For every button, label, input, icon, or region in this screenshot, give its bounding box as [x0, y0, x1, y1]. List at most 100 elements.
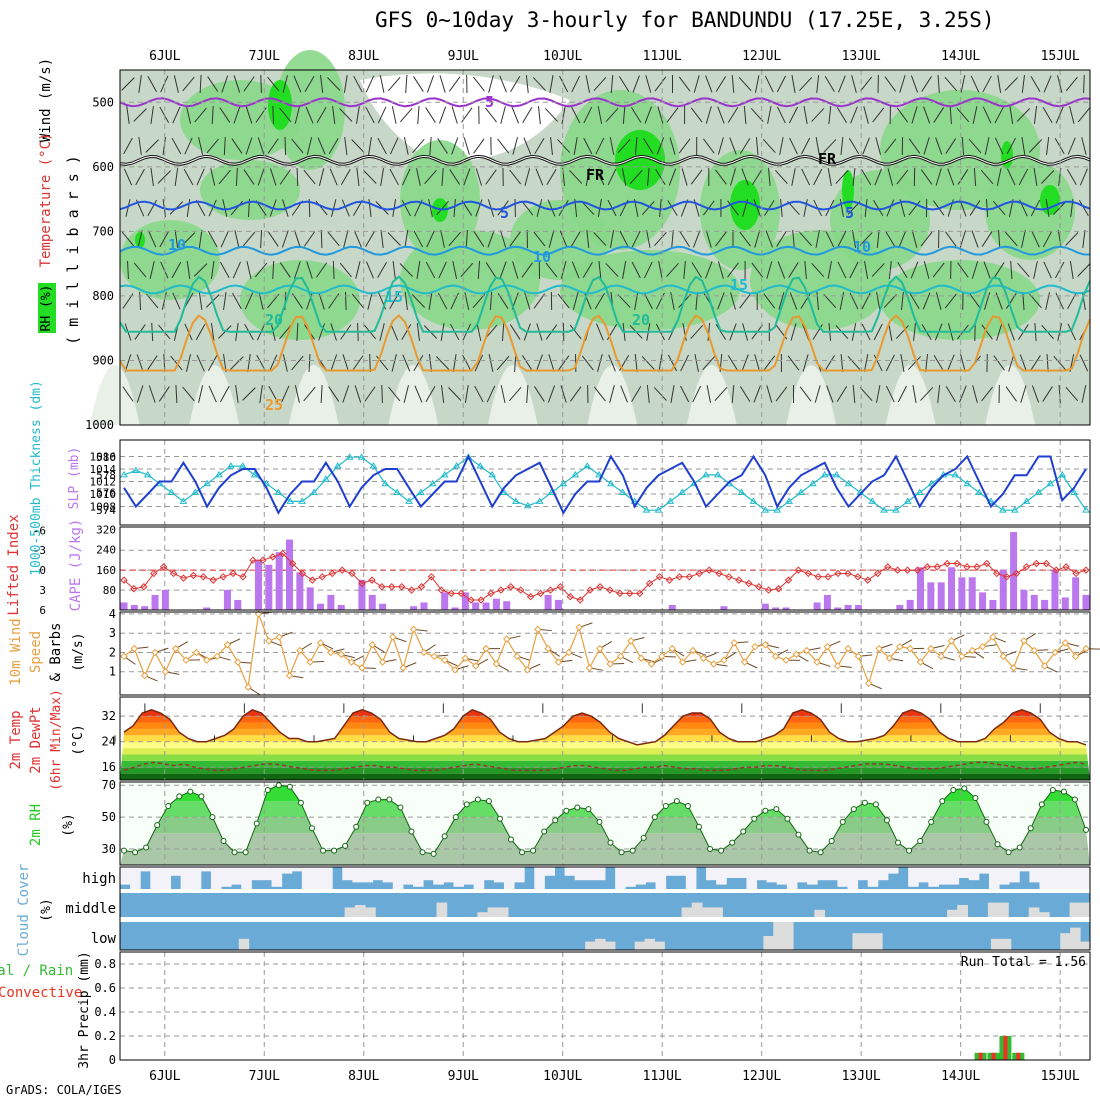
li-point	[1002, 573, 1011, 581]
rh-point	[972, 794, 979, 801]
wind-barb	[873, 200, 884, 216]
wind-barb	[464, 292, 470, 310]
rh-point	[121, 847, 127, 854]
wind-barb	[827, 261, 833, 279]
isotherm-label: FR	[586, 166, 605, 184]
cloud-cell	[736, 867, 747, 878]
wind-barb	[780, 198, 783, 218]
wind-barb	[968, 138, 982, 154]
cloud-cell	[1069, 867, 1081, 889]
cloud-cell	[987, 902, 999, 917]
thickness-point	[1082, 506, 1090, 513]
thickness-point	[903, 497, 912, 504]
wind-barb	[570, 231, 581, 247]
wind-barb	[425, 261, 436, 279]
cloud-cell	[1079, 867, 1091, 889]
precip-tick-label: 0.2	[94, 1029, 116, 1043]
cape-bar	[441, 592, 449, 610]
wind-barb	[1053, 355, 1066, 371]
wind-barb	[840, 353, 844, 373]
wind-barb	[268, 385, 279, 403]
wind-barb	[344, 291, 347, 311]
wind-barb	[813, 168, 823, 186]
wind-barb	[550, 136, 553, 156]
wind-barb	[804, 260, 807, 280]
date-label-top: 11JUL	[643, 49, 682, 64]
wind-speed-point	[430, 652, 439, 661]
wind-barb	[871, 263, 885, 277]
cloud-cell	[281, 867, 293, 874]
precip-conv-bar	[978, 1052, 983, 1060]
wind-barb	[933, 107, 945, 123]
wind-barb	[670, 385, 675, 403]
wind-barb	[695, 291, 698, 311]
wind-speed-point	[471, 662, 480, 670]
wind-barbs	[121, 74, 1091, 404]
li-point	[576, 596, 584, 604]
wind-barb	[305, 106, 314, 124]
cloud-cell	[382, 867, 394, 883]
cloud-axis-label: (%)	[39, 898, 54, 921]
rh-point	[828, 838, 835, 845]
cape-bar	[916, 567, 924, 610]
cape-bar	[896, 604, 904, 610]
li-point	[159, 563, 168, 571]
cloud-cell	[271, 867, 283, 887]
wind-barb	[1065, 76, 1078, 92]
wind-barb	[557, 139, 571, 153]
temp-panel-frame	[119, 696, 1091, 781]
li-point	[259, 556, 267, 564]
rh-point	[331, 847, 338, 854]
wind-speed-point	[451, 666, 459, 674]
wind-speed-point	[854, 652, 863, 661]
wind-speed-point	[192, 648, 201, 657]
wind-barb	[170, 355, 183, 371]
cape-bar	[1082, 594, 1090, 610]
wind-barb	[413, 76, 424, 92]
wind-axis-label: 10m Wind	[8, 618, 24, 685]
wind-barb	[597, 106, 603, 124]
wind-barb	[245, 106, 253, 124]
wind-barb	[294, 385, 300, 403]
wind-speed-point	[823, 642, 832, 651]
cloud-cell	[645, 867, 657, 883]
wind-barb	[269, 354, 278, 372]
li-point	[1042, 559, 1051, 568]
wind-barb	[448, 231, 461, 247]
wind-barb	[925, 353, 929, 373]
li-point	[814, 573, 822, 581]
wind-barb	[424, 169, 437, 185]
li-point	[864, 576, 872, 584]
wind-barb	[595, 168, 605, 186]
wind-barb	[232, 292, 242, 310]
wind-speed-point	[720, 656, 728, 664]
cloud-cell	[978, 867, 990, 874]
thickness-point	[963, 479, 972, 487]
cape-bar	[317, 603, 325, 610]
wind-barb	[340, 168, 351, 186]
thickness-point	[512, 497, 520, 504]
li-point	[953, 559, 961, 568]
cape-bar	[544, 594, 552, 610]
wind-barb	[147, 75, 158, 93]
wind-barb	[824, 76, 835, 92]
wind-barb	[522, 107, 533, 123]
thickness-point	[417, 488, 425, 496]
temp-axis-label: 2m Temp	[8, 710, 24, 769]
footer-credit: GrADS: COLA/IGES	[6, 1083, 122, 1097]
wind-barb	[365, 230, 375, 248]
wind-barb	[1022, 291, 1025, 311]
wind-barb	[281, 385, 290, 403]
rh-dry-region	[89, 365, 140, 425]
cloud-cell	[473, 867, 485, 889]
cloud-cell	[170, 867, 182, 876]
cloud-cell	[773, 922, 784, 950]
wind-barb	[548, 354, 555, 372]
li-point	[665, 576, 674, 584]
wind-barb	[775, 386, 788, 402]
wind-barb	[172, 106, 181, 124]
isotherm-line-inner	[119, 155, 1091, 165]
wind-barb	[474, 385, 484, 403]
wind-barb	[777, 261, 786, 279]
wind-barb	[827, 168, 832, 186]
